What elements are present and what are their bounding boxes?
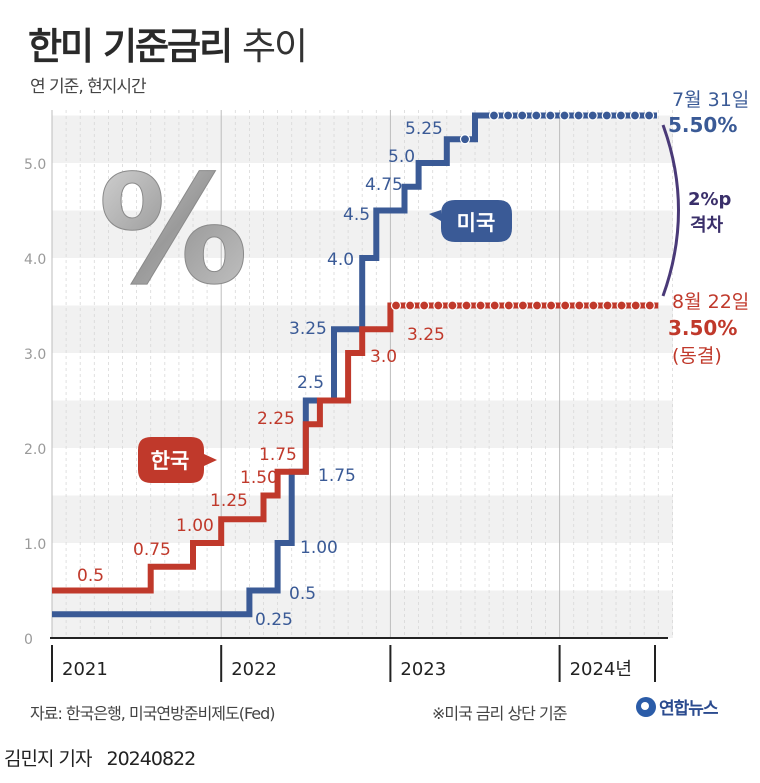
title-light: 추이 bbox=[242, 25, 308, 68]
kr-rate-dot bbox=[405, 300, 416, 311]
kr-rate-dot bbox=[489, 300, 500, 311]
us-rate-dot bbox=[488, 110, 500, 121]
x-tick-label: 2022 bbox=[231, 659, 277, 680]
gap-value: 2%p bbox=[688, 189, 732, 210]
kr-value-label: 1.75 bbox=[259, 445, 297, 465]
y-axis: 0 1.0 2.0 3.0 4.0 5.0 bbox=[24, 157, 46, 648]
kr-rate-dot bbox=[560, 300, 571, 311]
kr-value-label: 1.00 bbox=[176, 516, 214, 536]
author: 김민지 기자 bbox=[4, 748, 92, 770]
us-value-label: 5.25 bbox=[405, 119, 443, 139]
kr-rate-line bbox=[52, 302, 659, 594]
us-rate-dot bbox=[615, 110, 627, 121]
kr-rate-dot bbox=[531, 300, 543, 311]
us-rate-line bbox=[52, 112, 657, 618]
us-value-label: 5.0 bbox=[388, 147, 415, 167]
x-axis: 2021 2022 2023 2024년 bbox=[50, 637, 668, 682]
us-value-label: 4.0 bbox=[327, 250, 354, 270]
kr-rate-dot bbox=[644, 300, 655, 311]
x-tick-label: 2023 bbox=[400, 659, 446, 680]
kr-rate-dot bbox=[390, 300, 402, 311]
us-badge bbox=[429, 200, 512, 242]
us-rate-dot bbox=[587, 110, 598, 121]
yonhap-logo: 연합뉴스 bbox=[636, 694, 719, 719]
gap-brace bbox=[661, 124, 680, 297]
us-value-label: 4.5 bbox=[343, 205, 370, 225]
us-value-label: 1.75 bbox=[318, 466, 356, 486]
kr-value-label: 1.50 bbox=[240, 468, 278, 488]
y-tick-label: 2.0 bbox=[24, 442, 46, 458]
us-value-label: 1.00 bbox=[300, 538, 338, 558]
kr-end-value: 3.50% bbox=[668, 316, 737, 340]
credit-date: 20240822 bbox=[106, 748, 197, 770]
x-tick-label: 2021 bbox=[62, 659, 108, 680]
us-end-value: 5.50% bbox=[668, 113, 737, 137]
kr-rate-dot bbox=[616, 300, 627, 311]
us-value-label: 3.25 bbox=[289, 319, 327, 339]
gap-label: 격차 bbox=[690, 215, 724, 236]
kr-value-label: 1.25 bbox=[210, 491, 248, 511]
kr-rate-dot bbox=[447, 300, 458, 311]
y-tick-label: 1.0 bbox=[24, 537, 46, 553]
us-rate-dot bbox=[629, 110, 641, 121]
grid-lines bbox=[51, 110, 673, 638]
kr-rate-dot bbox=[602, 300, 613, 311]
kr-rate-dot bbox=[419, 300, 430, 311]
kr-end-note: (동결) bbox=[672, 345, 722, 367]
kr-rate-dot bbox=[475, 300, 486, 311]
us-rate-dot bbox=[517, 110, 528, 121]
kr-badge-label: 한국 bbox=[151, 449, 190, 473]
kr-value-label: 3.0 bbox=[370, 347, 397, 367]
us-rate-dot bbox=[643, 110, 655, 121]
us-rate-dot bbox=[573, 110, 584, 121]
source-text: 자료: 한국은행, 미국연방준비제도(Fed) bbox=[30, 704, 276, 723]
credit: 김민지 기자 20240822 bbox=[4, 744, 197, 771]
y-tick-label: 3.0 bbox=[24, 347, 46, 363]
kr-value-label: 0.5 bbox=[77, 566, 104, 586]
kr-value-label: 0.75 bbox=[133, 540, 171, 560]
note-text: ※미국 금리 상단 기준 bbox=[432, 704, 567, 723]
logo-icon bbox=[636, 696, 656, 717]
us-rate-dot bbox=[559, 110, 570, 121]
us-rate-dot bbox=[531, 110, 542, 121]
y-tick-label: 5.0 bbox=[24, 157, 46, 173]
us-rate-dot bbox=[545, 110, 556, 121]
kr-rate-dot bbox=[517, 300, 529, 311]
kr-rate-dot bbox=[433, 300, 444, 311]
us-badge-label: 미국 bbox=[457, 211, 496, 235]
kr-rate-dot bbox=[630, 300, 641, 311]
rate-chart: 0 1.0 2.0 3.0 4.0 5.0 % 2021 2022 2023 2024년 0.2… bbox=[24, 89, 749, 682]
kr-rate-dot bbox=[503, 300, 514, 311]
us-value-label: 2.5 bbox=[297, 373, 324, 393]
title-bold: 한미 기준금리 bbox=[28, 25, 233, 68]
y-tick-label: 0 bbox=[24, 632, 33, 648]
y-tick-label: 4.0 bbox=[24, 252, 46, 268]
percent-symbol: % bbox=[98, 144, 248, 318]
page-title: 한미 기준금리 추이 bbox=[28, 16, 308, 70]
us-value-label: 4.75 bbox=[365, 175, 403, 195]
kr-value-label: 2.25 bbox=[257, 409, 295, 429]
kr-value-label: 3.25 bbox=[407, 325, 445, 345]
kr-rate-dot bbox=[574, 300, 585, 311]
us-rate-dot bbox=[601, 110, 612, 121]
us-rate-dot bbox=[459, 134, 471, 145]
kr-rate-dot bbox=[545, 300, 557, 311]
us-value-label: 0.5 bbox=[289, 584, 316, 604]
logo-text: 연합뉴스 bbox=[659, 699, 719, 719]
kr-badge bbox=[138, 437, 217, 483]
kr-rate-dot bbox=[588, 300, 599, 311]
kr-rate-dot bbox=[461, 300, 472, 311]
us-value-label: 0.25 bbox=[255, 610, 293, 630]
us-rate-dot bbox=[503, 110, 514, 121]
us-end-date: 7월 31일 bbox=[672, 89, 749, 111]
series-us: 0.25 0.5 1.00 1.75 2.5 3.25 4.0 4.5 4.75 5.0 5.25 미… bbox=[52, 110, 657, 630]
x-tick-label: 2024년 bbox=[570, 659, 632, 680]
kr-end-date: 8월 22일 bbox=[672, 291, 749, 313]
subtitle: 연 기준, 현지시간 bbox=[30, 77, 147, 97]
